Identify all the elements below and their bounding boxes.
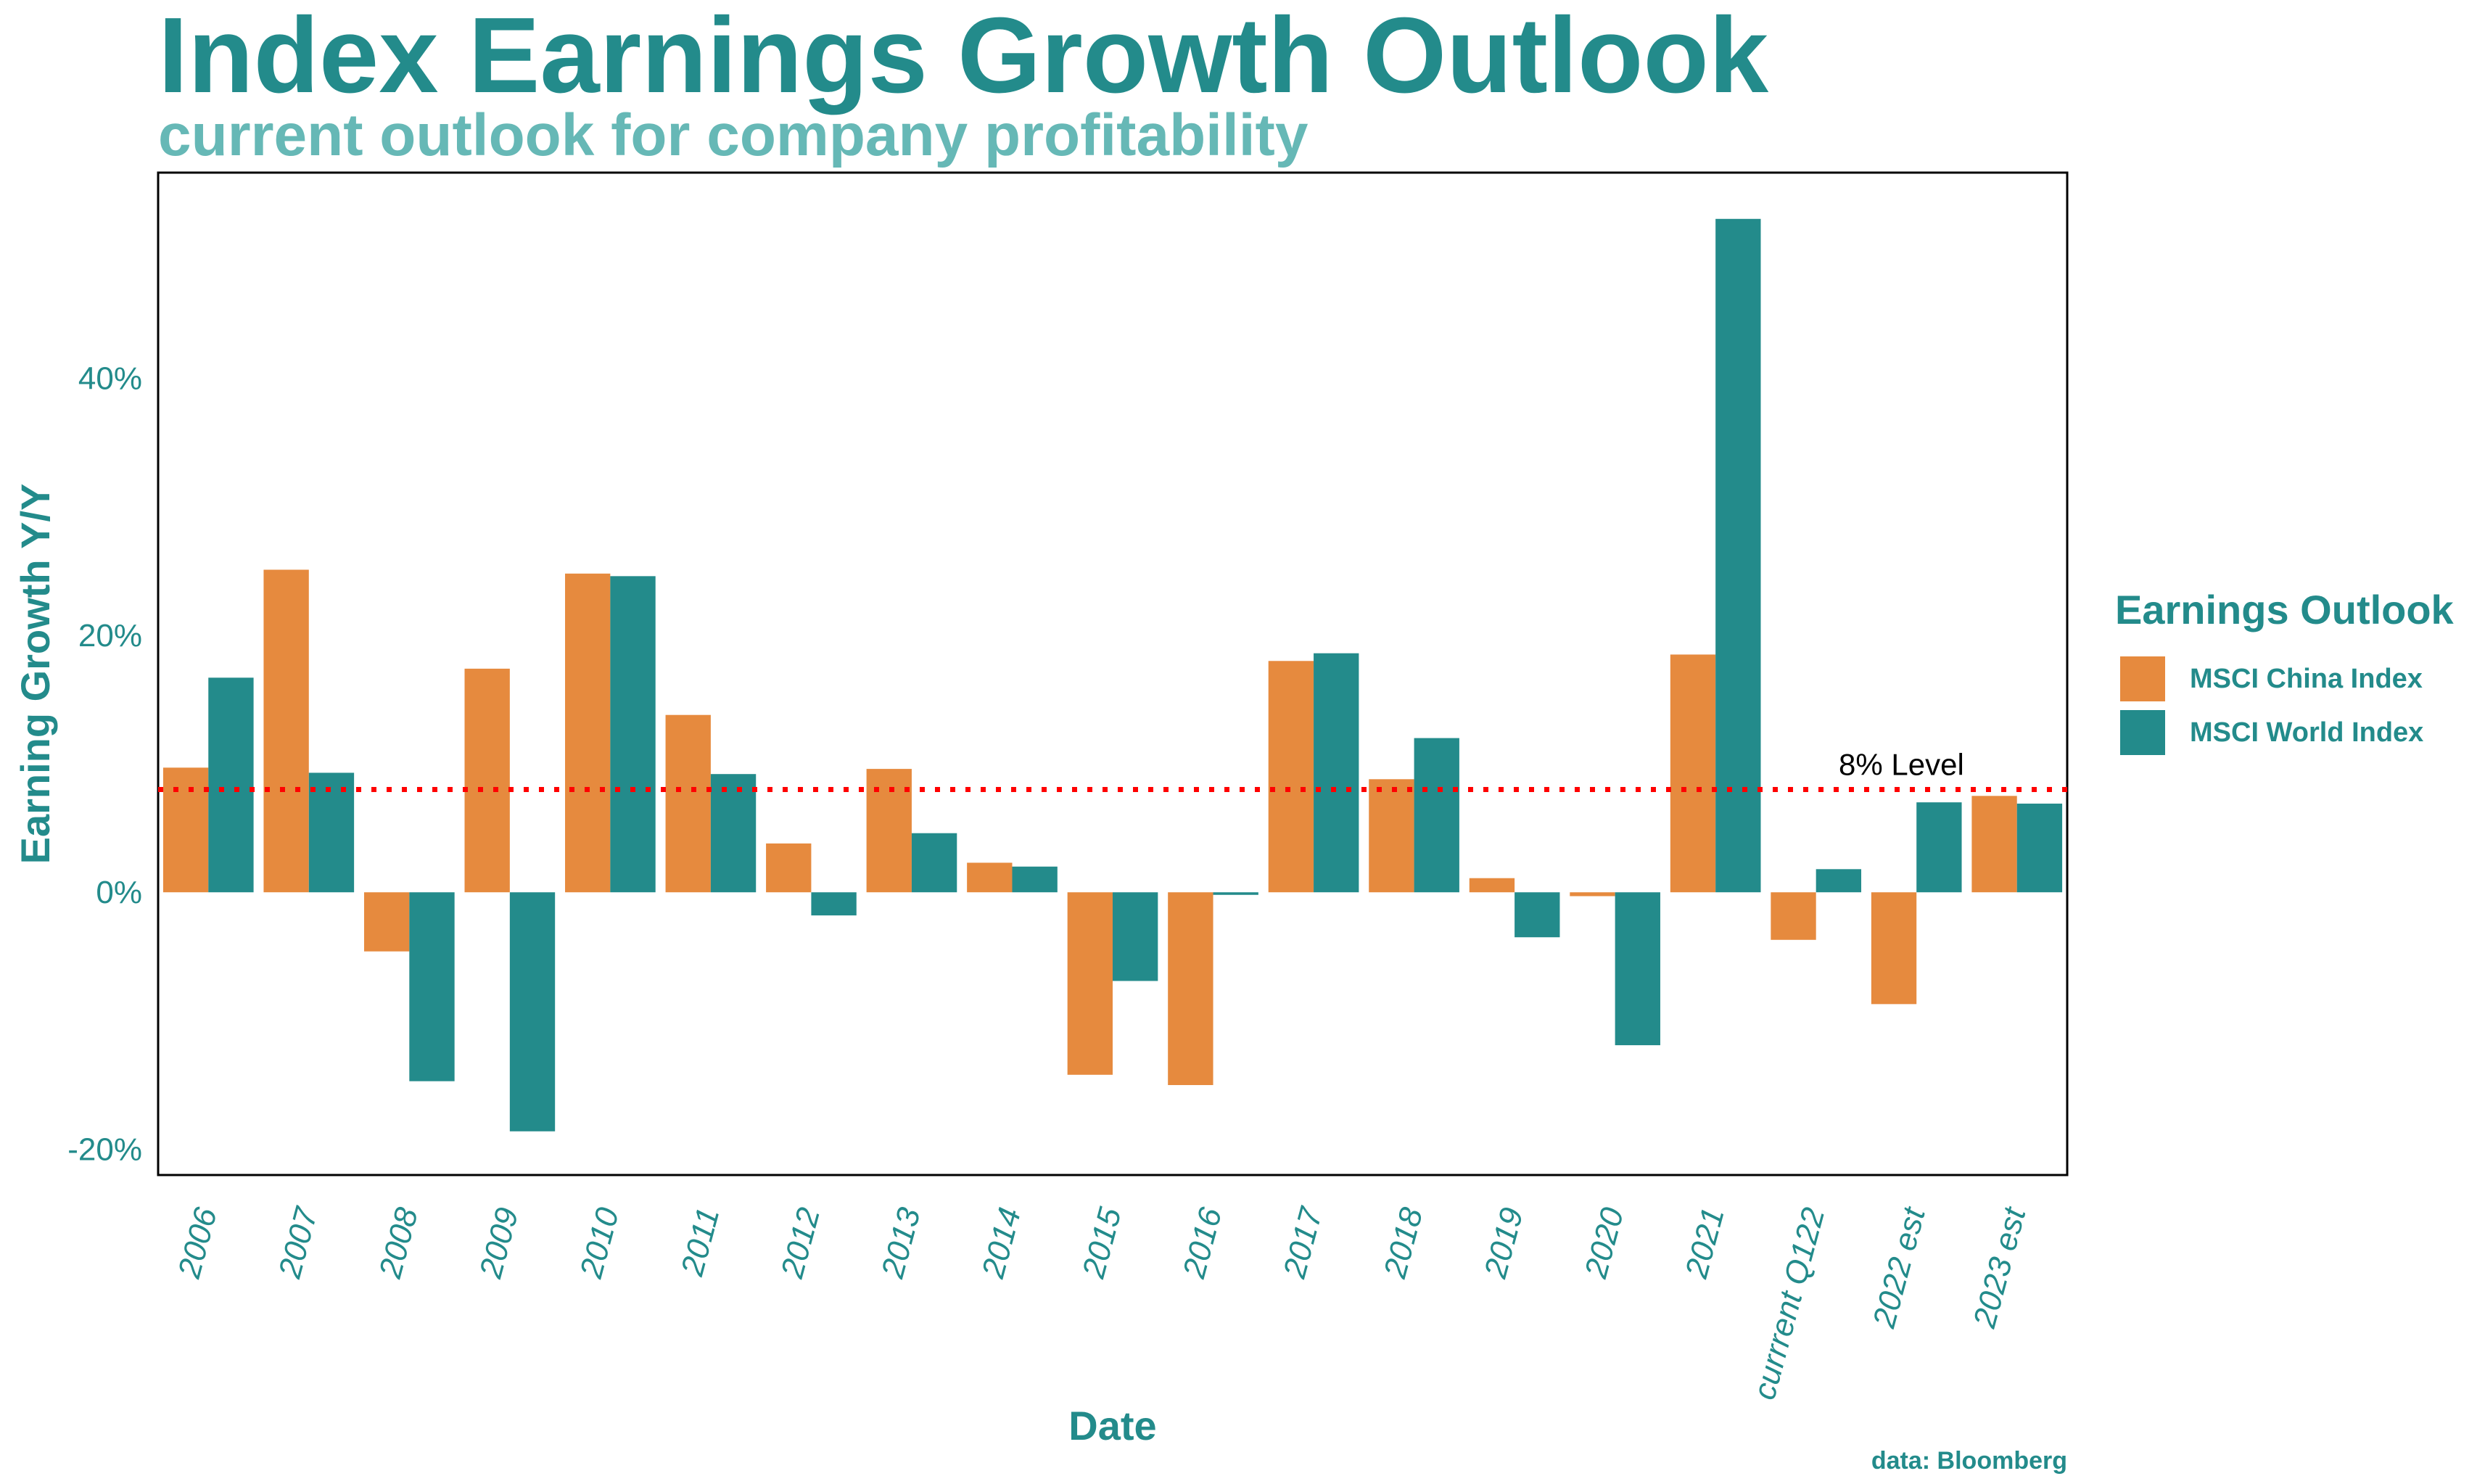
x-tick-label: 2017 xyxy=(1277,1203,1330,1282)
x-tick-label: 2006 xyxy=(171,1203,224,1282)
bar-china-2014 xyxy=(967,862,1013,893)
x-tick-label: 2019 xyxy=(1478,1204,1530,1282)
bar-china-2019 xyxy=(1469,878,1515,893)
bar-world-2009 xyxy=(509,892,556,1131)
legend-label-china: MSCI China Index xyxy=(2190,663,2423,694)
x-tick-label: 2008 xyxy=(372,1203,425,1282)
y-axis-label: Earning Growth Y/Y xyxy=(12,484,58,865)
bar-china-2008 xyxy=(363,892,410,952)
x-tick-label: 2023 est xyxy=(1966,1203,2033,1332)
legend-item-world: MSCI World Index xyxy=(2120,710,2423,755)
x-tick-label: 2016 xyxy=(1176,1203,1229,1282)
y-tick-label: 0% xyxy=(96,875,142,910)
legend-swatch-world xyxy=(2120,710,2165,755)
bar-world-2023-est xyxy=(2016,803,2063,893)
bar-china-2017 xyxy=(1268,661,1314,893)
x-tick-label: 2011 xyxy=(674,1204,726,1280)
legend-swatch-china xyxy=(2120,656,2165,701)
x-axis-ticks: 2006 2007 2008 2009 2010 2011 2012 2013 2014 2015… xyxy=(171,1203,2033,1403)
chart-subtitle: current outlook for company profitabilit… xyxy=(158,102,1309,168)
x-tick-label: 2015 xyxy=(1076,1203,1129,1282)
x-tick-label: currrent Q122 xyxy=(1747,1204,1832,1403)
bar-world-2012 xyxy=(811,892,857,916)
bar-china-2022-est xyxy=(1871,892,1917,1005)
legend-item-china: MSCI China Index xyxy=(2120,656,2423,701)
bars-group xyxy=(162,218,2063,1131)
bar-world-2020 xyxy=(1615,892,1660,1046)
bar-world-2008 xyxy=(409,892,455,1081)
x-tick-label: 2013 xyxy=(875,1203,928,1282)
x-tick-label: 2020 xyxy=(1578,1203,1631,1282)
bar-china-2018 xyxy=(1369,779,1414,893)
bar-china-2007 xyxy=(263,569,309,893)
bar-world-2021 xyxy=(1715,218,1761,893)
x-tick-label: 2012 xyxy=(774,1204,827,1282)
bar-china-2023-est xyxy=(1971,796,2017,893)
data-source-caption: data: Bloomberg xyxy=(1871,1447,2067,1475)
bar-china-2009 xyxy=(464,668,510,893)
bar-china-currrent-q122 xyxy=(1771,892,1816,940)
bar-china-2015 xyxy=(1067,892,1113,1075)
x-tick-label: 2021 xyxy=(1678,1204,1731,1282)
x-tick-label: 2018 xyxy=(1377,1203,1430,1282)
bar-china-2006 xyxy=(162,767,209,893)
bar-china-2011 xyxy=(665,714,711,893)
bar-world-2011 xyxy=(710,774,757,893)
x-tick-label: 2014 xyxy=(975,1204,1028,1282)
x-tick-label: 2022 est xyxy=(1866,1203,1933,1332)
bar-china-2012 xyxy=(766,843,812,893)
y-tick-label: -20% xyxy=(67,1132,142,1168)
reference-line-label: 8% Level xyxy=(1839,747,1964,781)
bar-china-2021 xyxy=(1670,654,1716,893)
y-axis-ticks: -20% 0% 20% 40% xyxy=(67,360,142,1167)
x-tick-label: 2010 xyxy=(573,1203,626,1282)
legend-title: Earnings Outlook xyxy=(2115,587,2454,632)
bar-world-2022-est xyxy=(1916,802,1962,893)
chart-title: Index Earnings Growth Outlook xyxy=(158,0,1769,115)
x-axis-label: Date xyxy=(1068,1403,1156,1448)
bar-world-2014 xyxy=(1012,866,1058,893)
bar-world-2016 xyxy=(1213,892,1258,895)
bar-world-2010 xyxy=(610,576,656,893)
y-tick-label: 40% xyxy=(78,360,142,396)
bar-world-2019 xyxy=(1515,892,1560,938)
legend-label-world: MSCI World Index xyxy=(2190,717,2424,748)
bar-china-2010 xyxy=(565,573,611,893)
reference-line-group: 8% Level xyxy=(158,747,2067,792)
bar-world-currrent-q122 xyxy=(1816,869,1862,893)
x-tick-label: 2007 xyxy=(272,1203,325,1282)
bar-world-2013 xyxy=(911,833,957,893)
bar-world-2007 xyxy=(308,772,355,893)
bar-china-2016 xyxy=(1168,892,1213,1085)
y-tick-label: 20% xyxy=(78,618,142,654)
bar-world-2015 xyxy=(1113,892,1158,981)
bar-world-2006 xyxy=(208,677,254,893)
bar-world-2018 xyxy=(1414,738,1459,893)
bar-world-2017 xyxy=(1314,653,1359,893)
bar-china-2020 xyxy=(1570,892,1615,896)
x-tick-label: 2009 xyxy=(473,1204,526,1282)
